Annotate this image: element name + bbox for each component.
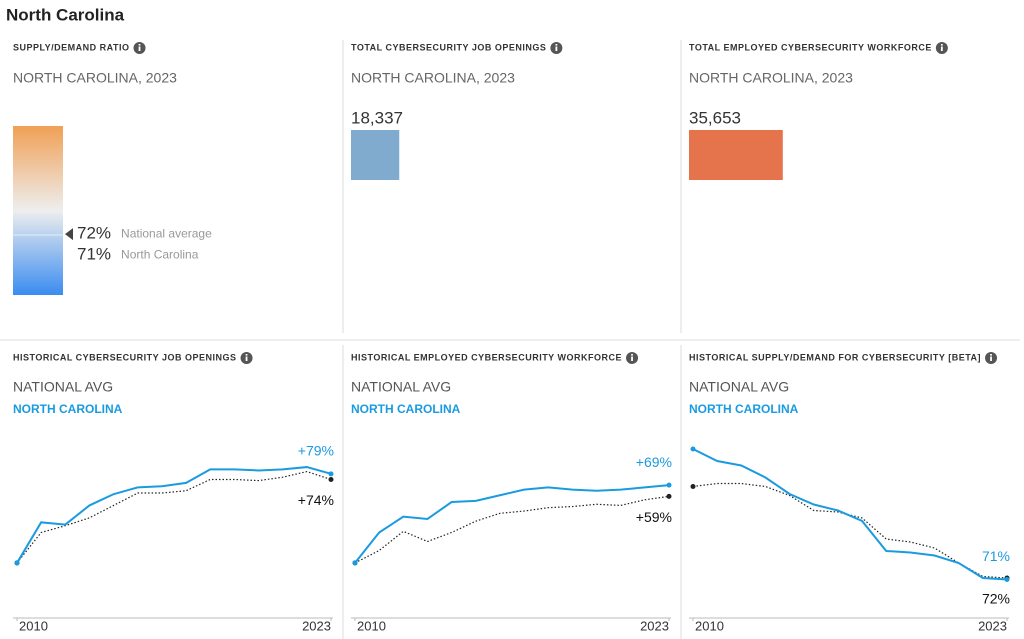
series-line	[16, 470, 332, 564]
subtitle: NORTH CAROLINA, 2023	[13, 70, 177, 86]
value-label: 35,653	[689, 108, 741, 127]
bar	[351, 130, 400, 180]
series-line	[692, 482, 1008, 579]
ratio-gradient	[13, 126, 63, 295]
panel-title: SUPPLY/DEMAND RATIO	[13, 42, 130, 52]
panel-title: HISTORICAL SUPPLY/DEMAND FOR CYBERSECURI…	[689, 352, 981, 362]
series-line	[692, 448, 1008, 581]
info-icon-glyph	[940, 46, 943, 51]
series-line	[354, 495, 670, 564]
bar	[689, 130, 783, 180]
end-dot	[328, 471, 334, 477]
legend-label: NATIONAL AVG	[689, 379, 789, 395]
legend-label: NATIONAL AVG	[13, 379, 113, 395]
subtitle: NORTH CAROLINA, 2023	[351, 70, 515, 86]
panel-title: TOTAL CYBERSECURITY JOB OPENINGS	[351, 42, 546, 52]
series-line	[16, 466, 332, 564]
end-dot	[690, 446, 696, 452]
info-icon-glyph	[631, 354, 633, 356]
x-tick-label: 2010	[19, 618, 48, 633]
value-label: +59%	[636, 509, 672, 525]
legend-label: National average	[121, 226, 212, 240]
panel-title: HISTORICAL EMPLOYED CYBERSECURITY WORKFO…	[351, 352, 622, 362]
panel-title: HISTORICAL CYBERSECURITY JOB OPENINGS	[13, 352, 237, 362]
info-icon-glyph	[990, 354, 992, 356]
info-icon-glyph	[555, 46, 558, 51]
info-icon-glyph	[555, 44, 558, 46]
legend-label: North Carolina	[121, 247, 199, 261]
info-icon-glyph	[138, 46, 141, 51]
value-label: 71%	[982, 548, 1010, 564]
info-icon-glyph	[631, 356, 633, 361]
legend-label: NORTH CAROLINA	[689, 402, 799, 416]
panel-title: TOTAL EMPLOYED CYBERSECURITY WORKFORCE	[689, 42, 932, 52]
end-dot	[352, 560, 358, 566]
series-line	[354, 484, 670, 564]
info-icon-glyph	[940, 44, 943, 46]
value-label: 71%	[77, 245, 111, 264]
info-icon-glyph	[138, 44, 141, 46]
value-label: 72%	[982, 591, 1010, 607]
x-tick-label: 2023	[640, 618, 669, 633]
info-icon-glyph	[245, 356, 248, 361]
value-label: 72%	[77, 224, 111, 243]
end-dot	[328, 476, 334, 482]
info-icon-glyph	[990, 356, 992, 361]
value-label: +69%	[636, 454, 672, 470]
value-label: +79%	[298, 443, 334, 459]
x-tick-label: 2010	[695, 618, 724, 633]
x-tick-label: 2023	[978, 618, 1007, 633]
end-dot	[1004, 577, 1010, 582]
page-title: North Carolina	[6, 5, 125, 24]
end-dot	[666, 482, 672, 488]
legend-label: NORTH CAROLINA	[351, 402, 461, 416]
value-label: 18,337	[351, 108, 403, 127]
x-tick-label: 2010	[357, 618, 386, 633]
info-icon-glyph	[245, 354, 248, 356]
x-tick-label: 2023	[302, 618, 331, 633]
legend-label: NORTH CAROLINA	[13, 402, 123, 416]
ratio-marker	[65, 228, 73, 241]
end-dot	[14, 560, 20, 566]
end-dot	[666, 493, 672, 499]
subtitle: NORTH CAROLINA, 2023	[689, 70, 853, 86]
legend-label: NATIONAL AVG	[351, 379, 451, 395]
value-label: +74%	[298, 492, 334, 508]
end-dot	[690, 484, 696, 489]
